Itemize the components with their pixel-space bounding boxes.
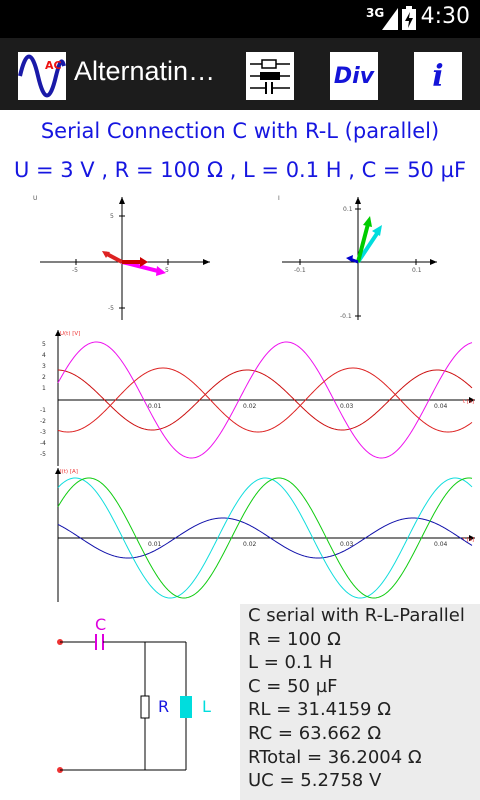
resistor-label: R <box>158 697 169 716</box>
circuit-select-button[interactable] <box>246 52 294 100</box>
svg-text:0.02: 0.02 <box>243 403 257 410</box>
resistor-symbol <box>140 695 150 719</box>
svg-text:-5: -5 <box>40 451 46 458</box>
svg-text:0.03: 0.03 <box>340 541 354 548</box>
phasor-u-axis-label: U <box>33 195 37 202</box>
current-l-curve <box>57 477 473 599</box>
result-line: RL = 31.4159 Ω <box>248 699 391 721</box>
voltage-phasor-diagram: U -5 5 5 -5 <box>33 195 210 320</box>
svg-text:-3: -3 <box>40 429 46 436</box>
voltage-ylabel: U(t) [V] <box>60 331 80 337</box>
result-line: RC = 63.662 Ω <box>248 722 382 744</box>
phasor-u-tick-yneg: -5 <box>108 305 114 312</box>
voltage-total-curve <box>57 369 473 431</box>
results-panel: C serial with R-L-Parallel R = 100 Ω L =… <box>240 604 480 800</box>
circuit-parameters: U = 3 V , R = 100 Ω , L = 0.1 H , C = 50… <box>13 158 467 182</box>
voltage-time-plot: U(t) [V] t [s] 5 4 3 2 1 -1 -2 -3 -4 -5 … <box>40 330 475 466</box>
network-type: 3G <box>366 6 385 20</box>
div-button[interactable]: Div <box>330 52 378 100</box>
app-bar: AC Alternatin… Div i <box>0 38 480 110</box>
phasor-i-tick-ypos: 0.1 <box>343 206 353 213</box>
info-button[interactable]: i <box>414 52 462 100</box>
app-title: Alternatin… <box>74 56 216 86</box>
phasor-i-total <box>356 223 370 263</box>
voltage-xticks: 0.01 0.02 0.03 0.04 <box>148 403 448 410</box>
voltage-yticks: 5 4 3 2 1 -1 -2 -3 -4 -5 <box>40 341 46 458</box>
result-line: C serial with R-L-Parallel <box>248 605 465 626</box>
result-line: C = 50 µF <box>248 675 338 697</box>
clock: 4:30 <box>420 4 470 29</box>
voltage-rl-curve <box>57 367 473 433</box>
info-icon: i <box>432 58 444 94</box>
current-total-curve <box>57 477 473 599</box>
inductor-label: L <box>202 697 211 716</box>
battery-icon <box>402 6 416 30</box>
phasor-i-tick-xneg: -0.1 <box>294 267 306 274</box>
svg-text:-4: -4 <box>40 440 46 447</box>
status-bar: 3G 4:30 <box>0 0 480 38</box>
div-label: Div <box>333 63 375 89</box>
circuit-title: Serial Connection C with R-L (parallel) <box>40 119 440 143</box>
phasor-i-axis-label: I <box>278 195 280 202</box>
svg-text:1: 1 <box>42 385 46 392</box>
svg-text:2: 2 <box>42 374 46 381</box>
result-line: RTotal = 36.2004 Ω <box>248 746 422 768</box>
current-r-curve <box>57 517 473 559</box>
svg-text:4: 4 <box>42 352 46 359</box>
current-xticks: 0.01 0.02 0.03 0.04 <box>148 541 448 548</box>
current-time-plot: I(t) [A] t [s] 0.01 0.02 0.03 0.04 <box>55 468 475 602</box>
capacitor-label: C <box>95 615 106 634</box>
current-ylabel: I(t) [A] <box>60 469 78 475</box>
current-phasor-diagram: I -0.1 0.1 0.1 -0.1 <box>278 195 437 320</box>
svg-text:-1: -1 <box>40 407 46 414</box>
phasor-u-tick-xneg: -5 <box>72 267 78 274</box>
phasor-u-tick-xpos: 5 <box>165 267 169 274</box>
app-logo-icon[interactable]: AC <box>18 52 66 100</box>
svg-text:0.04: 0.04 <box>434 541 448 548</box>
inductor-symbol <box>180 696 192 718</box>
svg-text:0.04: 0.04 <box>434 403 448 410</box>
svg-text:3: 3 <box>42 363 46 370</box>
current-xlabel: t [s] <box>463 537 474 543</box>
result-line: R = 100 Ω <box>248 628 341 650</box>
svg-text:AC: AC <box>45 59 62 72</box>
svg-text:5: 5 <box>42 341 46 348</box>
phasor-i-tick-xpos: 0.1 <box>412 267 422 274</box>
svg-text:0.01: 0.01 <box>148 541 162 548</box>
svg-text:-2: -2 <box>40 418 46 425</box>
svg-text:0.03: 0.03 <box>340 403 354 410</box>
svg-text:0.01: 0.01 <box>148 403 162 410</box>
signal-icon <box>382 8 398 30</box>
result-line: L = 0.1 H <box>248 652 333 674</box>
circuit-icon <box>250 59 290 94</box>
voltage-xlabel: t [s] <box>463 399 474 405</box>
circuit-diagram: C R L <box>57 615 211 773</box>
phasor-i-tick-yneg: -0.1 <box>340 313 352 320</box>
voltage-c-curve <box>57 341 473 459</box>
svg-text:0.02: 0.02 <box>243 541 257 548</box>
phasor-u-tick-ypos: 5 <box>110 213 114 220</box>
result-line: UC = 5.2758 V <box>248 770 382 792</box>
